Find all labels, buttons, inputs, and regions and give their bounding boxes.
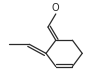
Text: O: O [52,3,60,13]
